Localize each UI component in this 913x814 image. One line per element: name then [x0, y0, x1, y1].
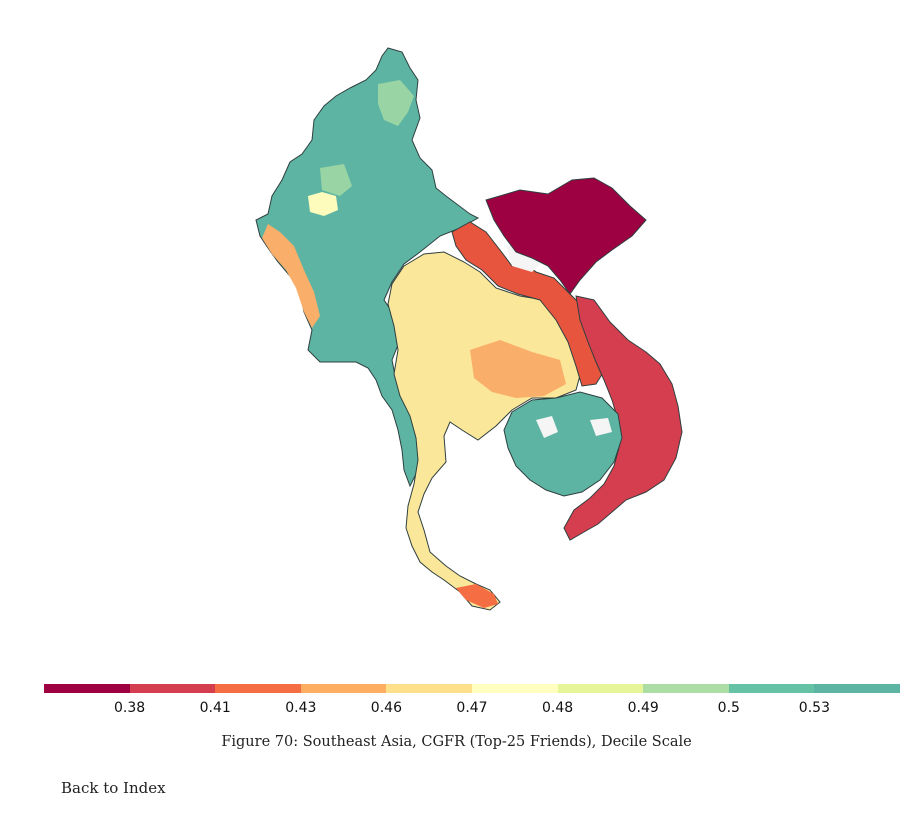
legend-tick-label: 0.49: [627, 700, 659, 716]
legend-swatch-7: [643, 684, 729, 693]
legend-tick-label: 0.53: [798, 700, 830, 716]
choropleth-map: [255, 47, 683, 611]
legend-tick-label: 0.47: [456, 700, 488, 716]
legend-swatch-3: [300, 684, 387, 693]
legend-swatch-4: [386, 684, 472, 693]
color-legend-ticks: 0.38 0.41 0.43 0.46 0.47 0.48 0.49 0.5 0.53: [44, 700, 900, 720]
region-thailand-east: [470, 340, 566, 398]
region-myanmar-coast: [262, 224, 320, 328]
legend-tick-label: 0.48: [542, 700, 574, 716]
legend-swatch-2: [215, 684, 301, 693]
legend-swatch-5: [471, 684, 558, 693]
figure-caption: Figure 70: Southeast Asia, CGFR (Top-25 …: [221, 734, 692, 750]
legend-tick-label: 0.41: [199, 700, 231, 716]
legend-tick-label: 0.43: [285, 700, 317, 716]
region-myanmar-center: [308, 192, 338, 216]
region-cambodia-missing-2: [590, 418, 612, 436]
legend-swatch-9: [814, 684, 900, 693]
region-myanmar-north: [378, 80, 414, 126]
legend-swatch-0: [44, 684, 130, 693]
legend-swatch-8: [728, 684, 815, 693]
region-myanmar: [255, 47, 480, 488]
legend-tick-label: 0.38: [114, 700, 146, 716]
region-vietnam-south: [563, 295, 683, 541]
region-cambodia-missing-1: [536, 416, 558, 438]
region-thailand-south: [456, 584, 498, 608]
region-cambodia: [503, 391, 623, 497]
region-myanmar-center2: [320, 164, 352, 196]
legend-tick-label: 0.5: [717, 700, 740, 716]
legend-swatch-1: [129, 684, 216, 693]
legend-tick-label: 0.46: [370, 700, 402, 716]
back-to-index-link[interactable]: Back to Index: [61, 779, 166, 797]
legend-swatch-6: [557, 684, 644, 693]
region-vietnam-north: [485, 177, 647, 295]
color-legend-bar: [44, 684, 900, 693]
